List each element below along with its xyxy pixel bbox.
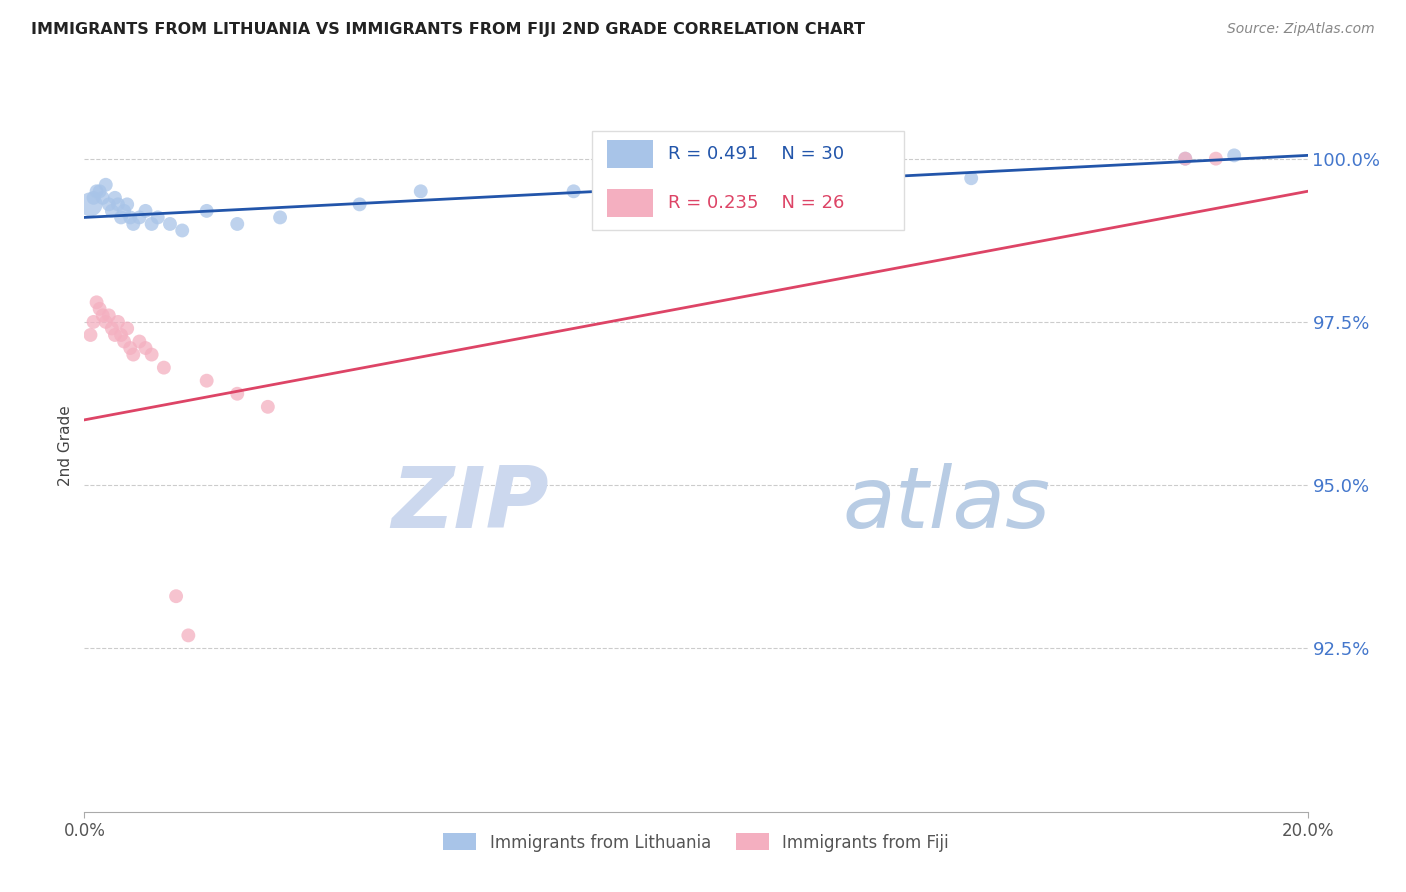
- Point: [86, 184, 108, 198]
- Point: [89, 301, 111, 316]
- Text: R = 0.491    N = 30: R = 0.491 N = 30: [668, 145, 844, 162]
- Point: [141, 217, 163, 231]
- Point: [107, 315, 129, 329]
- Text: IMMIGRANTS FROM LITHUANIA VS IMMIGRANTS FROM FIJI 2ND GRADE CORRELATION CHART: IMMIGRANTS FROM LITHUANIA VS IMMIGRANTS …: [31, 22, 865, 37]
- Point: [115, 197, 138, 211]
- Point: [112, 203, 135, 218]
- Point: [172, 223, 194, 237]
- Point: [97, 309, 120, 323]
- Point: [159, 217, 181, 231]
- Point: [135, 203, 157, 218]
- Point: [101, 321, 124, 335]
- Point: [79, 197, 101, 211]
- Point: [135, 341, 157, 355]
- Point: [107, 197, 129, 211]
- Point: [97, 197, 120, 211]
- Point: [115, 321, 138, 335]
- Point: [104, 328, 127, 343]
- Point: [91, 309, 114, 323]
- Point: [165, 589, 187, 603]
- Point: [195, 203, 218, 218]
- Text: atlas: atlas: [842, 463, 1050, 546]
- Point: [104, 191, 127, 205]
- Point: [91, 191, 114, 205]
- Point: [89, 184, 111, 198]
- Point: [120, 211, 142, 225]
- Point: [101, 203, 124, 218]
- Point: [120, 341, 142, 355]
- FancyBboxPatch shape: [592, 131, 904, 230]
- Point: [257, 400, 280, 414]
- Point: [153, 360, 176, 375]
- FancyBboxPatch shape: [606, 189, 654, 217]
- Y-axis label: 2nd Grade: 2nd Grade: [58, 406, 73, 486]
- Point: [128, 211, 150, 225]
- FancyBboxPatch shape: [606, 140, 654, 168]
- Point: [112, 334, 135, 349]
- Point: [960, 171, 983, 186]
- Point: [83, 315, 105, 329]
- Text: Source: ZipAtlas.com: Source: ZipAtlas.com: [1227, 22, 1375, 37]
- Point: [349, 197, 371, 211]
- Point: [1174, 152, 1197, 166]
- Point: [141, 347, 163, 361]
- Point: [94, 315, 117, 329]
- Point: [86, 295, 108, 310]
- Text: ZIP: ZIP: [391, 463, 550, 546]
- Point: [110, 211, 132, 225]
- Point: [226, 217, 249, 231]
- Point: [226, 386, 249, 401]
- Point: [122, 347, 145, 361]
- Point: [94, 178, 117, 192]
- Point: [195, 374, 218, 388]
- Legend: Immigrants from Lithuania, Immigrants from Fiji: Immigrants from Lithuania, Immigrants fr…: [436, 827, 956, 858]
- Point: [110, 328, 132, 343]
- Point: [177, 628, 200, 642]
- Point: [146, 211, 169, 225]
- Point: [269, 211, 291, 225]
- Point: [1223, 148, 1246, 162]
- Point: [1174, 152, 1197, 166]
- Point: [409, 184, 432, 198]
- Point: [128, 334, 150, 349]
- Text: R = 0.235    N = 26: R = 0.235 N = 26: [668, 194, 844, 212]
- Point: [562, 184, 585, 198]
- Point: [79, 328, 101, 343]
- Point: [1205, 152, 1227, 166]
- Point: [122, 217, 145, 231]
- Point: [83, 191, 105, 205]
